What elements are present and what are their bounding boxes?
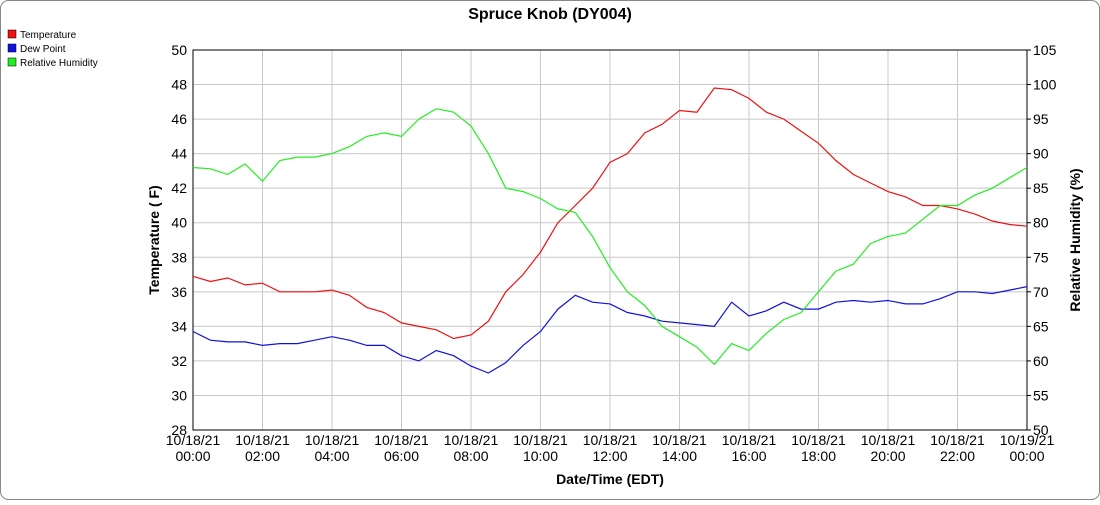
y-tick-label: 48: [171, 77, 187, 93]
x-tick-label: 00:00: [175, 448, 210, 464]
y2-tick-label: 100: [1033, 77, 1057, 93]
y2-tick-label: 95: [1033, 111, 1049, 127]
x-tick-label: 10/18/21: [166, 432, 221, 448]
x-tick-label: 14:00: [662, 448, 697, 464]
x-tick-label: 10/18/21: [861, 432, 916, 448]
x-tick-label: 10/18/21: [305, 432, 360, 448]
legend-swatch: [7, 43, 17, 53]
y-tick-label: 34: [171, 318, 187, 334]
y2-tick-label: 85: [1033, 180, 1049, 196]
legend-swatch: [7, 57, 17, 67]
x-tick-label: 10/18/21: [235, 432, 290, 448]
x-axis-label: Date/Time (EDT): [556, 471, 664, 487]
y2-tick-label: 65: [1033, 318, 1049, 334]
x-tick-label: 04:00: [314, 448, 349, 464]
y-tick-label: 38: [171, 249, 187, 265]
legend-label: Relative Humidity: [20, 58, 98, 69]
x-tick-label: 20:00: [870, 448, 905, 464]
y2-tick-label: 90: [1033, 146, 1049, 162]
x-tick-label: 00:00: [1009, 448, 1044, 464]
plot-border: [192, 49, 1028, 431]
y2-tick-label: 105: [1033, 42, 1057, 58]
y-tick-label: 44: [171, 146, 187, 162]
y-tick-label: 28: [171, 422, 187, 438]
x-tick-label: 12:00: [592, 448, 627, 464]
y2-tick-label: 55: [1033, 387, 1049, 403]
y2-tick-label: 70: [1033, 284, 1049, 300]
y-tick-label: 40: [171, 215, 187, 231]
x-tick-label: 22:00: [940, 448, 975, 464]
y-tick-label: 42: [171, 180, 187, 196]
series-line: [192, 286, 1028, 374]
y2-tick-label: 75: [1033, 249, 1049, 265]
y-axis-label: Temperature ( F): [146, 185, 162, 294]
x-tick-label: 10/18/21: [791, 432, 846, 448]
x-tick-label: 10/18/21: [652, 432, 707, 448]
x-tick-label: 18:00: [801, 448, 836, 464]
y2-axis-label: Relative Humidity (%): [1067, 168, 1083, 311]
x-tick-label: 10/18/21: [583, 432, 638, 448]
y2-tick-label: 60: [1033, 353, 1049, 369]
legend-label: Dew Point: [20, 44, 66, 55]
y-tick-label: 50: [171, 42, 187, 58]
x-tick-label: 10/18/21: [513, 432, 568, 448]
x-tick-label: 10/18/21: [930, 432, 985, 448]
x-tick-label: 10/19/21: [1000, 432, 1055, 448]
chart-title: Spruce Knob (DY004): [468, 6, 632, 23]
y2-tick-label: 50: [1033, 422, 1049, 438]
x-tick-label: 10/18/21: [374, 432, 429, 448]
series-line: [192, 87, 1028, 340]
series-line: [192, 108, 1028, 366]
x-tick-label: 08:00: [453, 448, 488, 464]
y2-tick-label: 80: [1033, 215, 1049, 231]
x-tick-label: 10/18/21: [722, 432, 777, 448]
legend-swatch: [7, 29, 17, 39]
legend-label: Temperature: [20, 30, 77, 41]
x-tick-label: 10:00: [523, 448, 558, 464]
y-tick-label: 36: [171, 284, 187, 300]
y-tick-label: 46: [171, 111, 187, 127]
x-tick-label: 06:00: [384, 448, 419, 464]
x-tick-label: 02:00: [245, 448, 280, 464]
x-tick-label: 10/18/21: [444, 432, 499, 448]
x-tick-label: 16:00: [731, 448, 766, 464]
y-tick-label: 30: [171, 387, 187, 403]
y-tick-label: 32: [171, 353, 187, 369]
